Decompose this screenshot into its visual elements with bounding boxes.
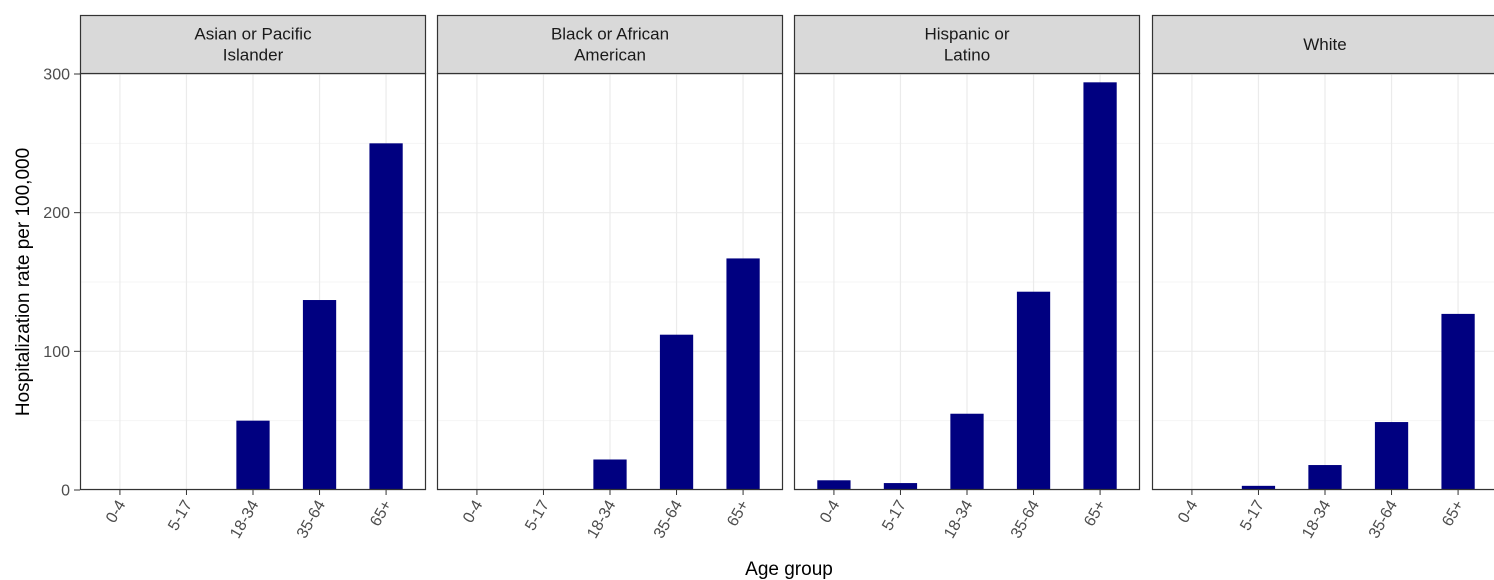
bar [1374,422,1409,490]
bar [726,258,760,490]
x-tick-label: 5-17 [1237,497,1268,533]
bar [1241,485,1276,490]
x-tick-label: 35-64 [294,497,329,541]
facet-panel: Asian or Pacific Islander 0-4 5-17 18-34 35-6… [79,14,427,541]
y-axis-title: Hospitalization rate per 100,000 [13,148,34,416]
bar [1308,465,1342,490]
x-tick-label: 0-4 [103,497,129,526]
y-tick-label: 200 [43,205,70,222]
x-tick-label: 0-4 [460,497,486,526]
facet-panel: Hispanic or Latino 0-4 5-17 18-34 35-64 65+ [793,14,1141,541]
facet-strip-label: American [574,46,646,65]
bar [1441,313,1475,490]
bar [369,143,403,491]
x-tick-label: 5-17 [165,497,196,533]
x-tick-label: 65+ [1081,498,1109,530]
facet-strip [79,14,427,75]
x-tick-label: 65+ [1439,498,1467,530]
bar [302,300,337,490]
facet-strip-label: Hispanic or [924,25,1009,44]
bar [817,480,851,490]
x-tick-label: 65+ [724,498,752,530]
x-tick-label: 0-4 [817,497,843,526]
x-tick-label: 35-64 [1008,497,1043,541]
facet-strip-label: Islander [223,46,284,65]
facet-strip-label: White [1303,35,1346,54]
facet-panels: Asian or Pacific Islander 0-4 5-17 18-34 35-6… [79,14,1494,541]
x-axis-title: Age group [745,559,833,580]
x-tick-label: 5-17 [879,497,910,533]
x-tick-label: 18-34 [1299,497,1334,541]
facet-panel: Black or African American 0-4 5-17 18-34 35-6… [436,14,784,541]
facet-strip-label: Asian or Pacific [194,25,312,44]
bar [593,459,627,490]
facet-panel: White 0-4 5-17 18-34 35-64 65+ [1151,14,1494,541]
x-tick-label: 18-34 [941,497,976,541]
x-tick-label: 18-34 [584,497,619,541]
facet-strip [436,14,784,75]
facet-strip [793,14,1141,75]
y-axis: 0 100 200 300 [43,67,80,500]
bar [659,334,694,490]
x-tick-label: 5-17 [522,497,553,533]
bar [883,483,918,490]
x-tick-label: 0-4 [1175,497,1201,526]
bar [950,413,984,490]
x-tick-label: 35-64 [1366,497,1401,541]
bar [236,420,270,490]
bar [1083,82,1117,490]
facet-strip-label: Latino [944,46,990,65]
x-tick-label: 65+ [367,498,395,530]
y-tick-label: 0 [61,483,70,500]
facet-strip-label: Black or African [551,25,669,44]
y-tick-label: 300 [43,67,70,84]
facet-strip [1151,14,1494,75]
bar [1016,291,1051,490]
x-tick-label: 35-64 [651,497,686,541]
y-tick-label: 100 [43,344,70,361]
x-tick-label: 18-34 [227,497,262,541]
